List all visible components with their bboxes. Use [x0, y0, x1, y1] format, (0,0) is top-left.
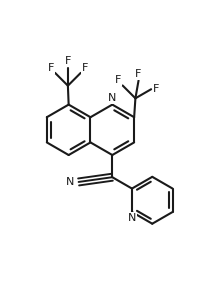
Text: F: F — [135, 69, 142, 79]
Text: N: N — [128, 213, 136, 223]
Text: F: F — [115, 75, 121, 86]
Text: F: F — [65, 56, 71, 66]
Text: F: F — [153, 84, 160, 94]
Text: F: F — [82, 63, 88, 73]
Text: F: F — [48, 63, 54, 73]
Text: N: N — [66, 177, 74, 187]
Text: N: N — [108, 93, 117, 103]
